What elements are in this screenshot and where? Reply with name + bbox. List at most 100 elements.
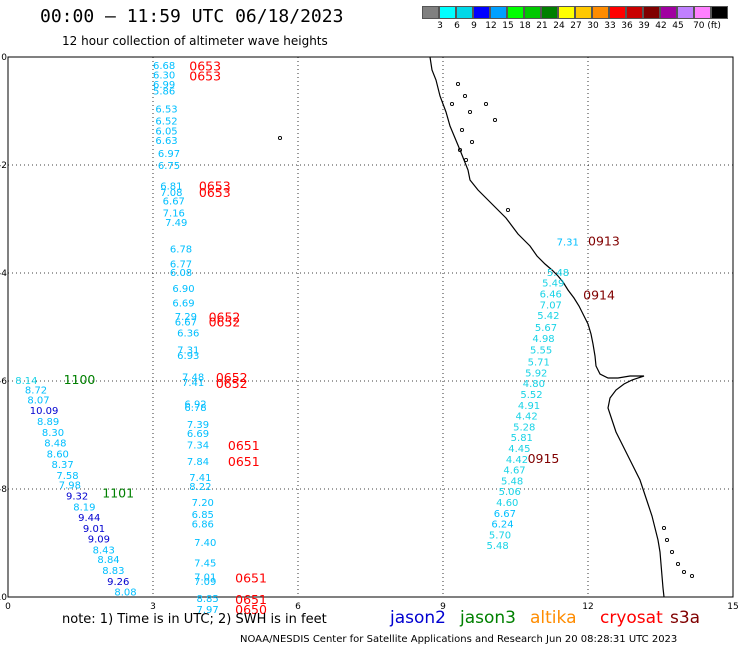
- island-outline: [505, 207, 511, 213]
- colorbar-label: 33: [604, 21, 616, 31]
- wave-height-label: 7.16: [163, 209, 185, 220]
- satellite-name: jason2: [390, 608, 446, 628]
- satellite-name: altika: [530, 608, 577, 628]
- colorbar-label: 15: [502, 21, 514, 31]
- wave-height-label: 7.41: [189, 473, 211, 484]
- pass-time-label: 0651: [228, 438, 260, 453]
- satellite-name: cryosat: [600, 608, 663, 628]
- wave-height-label: 7.09: [194, 577, 216, 588]
- wave-height-label: 6.99: [153, 80, 175, 91]
- colorbar-cell: [524, 6, 541, 19]
- pass-time-label: 0652: [209, 315, 241, 330]
- island-outline: [483, 101, 489, 107]
- wave-height-label: 6.63: [155, 136, 177, 147]
- wave-height-label: 8.60: [47, 449, 69, 460]
- wave-height-label: 7.07: [540, 300, 562, 311]
- colorbar-cell: [473, 6, 490, 19]
- wave-height-label: 9.01: [83, 524, 105, 535]
- pass-time-label: 0915: [528, 451, 560, 466]
- colorbar-cell: [592, 6, 609, 19]
- colorbar-label: 6: [454, 21, 460, 31]
- x-tick-label: 3: [150, 602, 156, 612]
- wave-height-label: 4.42: [516, 412, 538, 423]
- colorbar-label: 18: [519, 21, 531, 31]
- pass-time-label: 0652: [209, 309, 241, 324]
- pass-time-label: 0652: [216, 376, 248, 391]
- wave-height-label: 5.81: [511, 433, 533, 444]
- wave-height-label: 9.32: [66, 491, 88, 502]
- pass-time-label: 0653: [189, 68, 221, 83]
- colorbar-label: 9: [471, 21, 477, 31]
- island-outline: [449, 101, 455, 107]
- island-outline: [661, 525, 667, 531]
- wave-height-label: 7.31: [557, 238, 579, 249]
- credit-line: NOAA/NESDIS Center for Satellite Applica…: [240, 634, 678, 645]
- island-outline: [462, 93, 468, 99]
- wave-height-label: 8.19: [73, 502, 95, 513]
- wave-height-label: 6.92: [184, 400, 206, 411]
- wave-height-colorbar: [422, 6, 728, 19]
- colorbar-label: 42: [655, 21, 667, 31]
- wave-height-label: 4.98: [532, 334, 554, 345]
- colorbar-cell: [660, 6, 677, 19]
- wave-height-label: 4.60: [496, 498, 518, 509]
- wave-height-label: 7.31: [177, 346, 199, 357]
- island-outline: [669, 549, 675, 555]
- colorbar-cell: [439, 6, 456, 19]
- wave-height-label: 5.48: [501, 476, 523, 487]
- wave-height-label: 5.92: [525, 368, 547, 379]
- x-tick-label: 0: [5, 602, 11, 612]
- wave-height-label: 7.29: [175, 312, 197, 323]
- colorbar-cell: [541, 6, 558, 19]
- wave-height-label: 6.05: [155, 126, 177, 137]
- wave-height-label: 6.08: [170, 268, 192, 279]
- wave-height-label: 8.43: [93, 545, 115, 556]
- colorbar-label: 70 (ft): [693, 21, 721, 31]
- colorbar-label: 27: [570, 21, 582, 31]
- y-tick-label: 0: [1, 53, 7, 63]
- wave-height-label: 7.97: [197, 605, 219, 616]
- wave-height-label: 10.09: [30, 406, 59, 417]
- wave-height-label: 6.53: [155, 104, 177, 115]
- wave-height-label: 5.67: [535, 323, 557, 334]
- plot-frame: [7, 56, 734, 598]
- footnote: note: 1) Time is in UTC; 2) SWH is in fe…: [62, 612, 327, 627]
- wave-height-label: 4.80: [523, 379, 545, 390]
- pass-time-label: 0651: [228, 454, 260, 469]
- island-outline: [457, 147, 463, 153]
- wave-height-label: 5.48: [487, 541, 509, 552]
- wave-height-label: 8.37: [52, 460, 74, 471]
- y-tick-label: -6: [0, 377, 7, 387]
- y-tick-label: -10: [0, 593, 7, 603]
- pass-time-label: 0653: [199, 185, 231, 200]
- colorbar-cell: [626, 6, 643, 19]
- island-outline: [664, 537, 670, 543]
- wave-height-label: 6.68: [153, 61, 175, 72]
- wave-height-label: 7.84: [187, 457, 209, 468]
- wave-height-label: 6.85: [192, 510, 214, 521]
- colorbar-cell: [456, 6, 473, 19]
- colorbar-cell: [422, 6, 439, 19]
- wave-height-label: 6.67: [494, 509, 516, 520]
- colorbar-label: 21: [536, 21, 548, 31]
- colorbar-cell: [677, 6, 694, 19]
- wave-height-label: 7.41: [182, 378, 204, 389]
- wave-height-label: 8.83: [102, 566, 124, 577]
- wave-height-label: 5.49: [542, 279, 564, 290]
- wave-height-label: 7.08: [160, 188, 182, 199]
- wave-height-label: 6.67: [163, 197, 185, 208]
- wave-height-label: 4.45: [508, 444, 530, 455]
- colorbar-label: 39: [638, 21, 650, 31]
- wave-height-label: 8.84: [97, 555, 119, 566]
- island-outline: [463, 157, 469, 163]
- x-tick-label: 15: [727, 602, 738, 612]
- colorbar-label: 45: [672, 21, 684, 31]
- pass-time-label: 0914: [583, 288, 615, 303]
- wave-height-label: 8.85: [197, 594, 219, 605]
- wave-height-label: 6.30: [153, 70, 175, 81]
- pass-time-label: 0653: [199, 179, 231, 194]
- wave-height-label: 8.07: [27, 395, 49, 406]
- wave-height-label: 6.36: [177, 328, 199, 339]
- wave-height-label: 5.48: [547, 268, 569, 279]
